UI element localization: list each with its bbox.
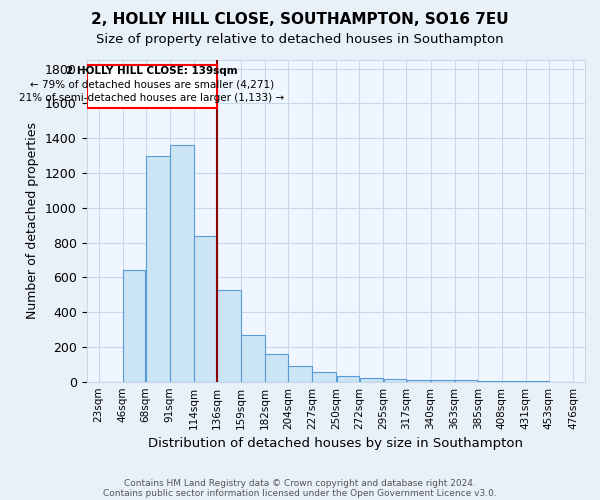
Bar <box>123 270 145 382</box>
Text: Contains public sector information licensed under the Open Government Licence v3: Contains public sector information licen… <box>103 488 497 498</box>
Y-axis label: Number of detached properties: Number of detached properties <box>26 122 40 320</box>
Bar <box>87 65 217 108</box>
Bar <box>217 290 241 382</box>
Bar <box>455 380 478 382</box>
Bar <box>265 354 288 382</box>
Bar <box>289 366 312 382</box>
Bar <box>407 380 430 382</box>
Text: 21% of semi-detached houses are larger (1,133) →: 21% of semi-detached houses are larger (… <box>19 93 284 103</box>
Text: 2, HOLLY HILL CLOSE, SOUTHAMPTON, SO16 7EU: 2, HOLLY HILL CLOSE, SOUTHAMPTON, SO16 7… <box>91 12 509 28</box>
Bar <box>170 145 194 382</box>
Bar <box>478 381 502 382</box>
Bar <box>383 379 406 382</box>
Bar <box>337 376 359 382</box>
Bar <box>359 378 383 382</box>
Bar <box>194 236 217 382</box>
Bar <box>241 334 265 382</box>
Text: Contains HM Land Registry data © Crown copyright and database right 2024.: Contains HM Land Registry data © Crown c… <box>124 478 476 488</box>
Text: Size of property relative to detached houses in Southampton: Size of property relative to detached ho… <box>96 32 504 46</box>
Bar <box>431 380 454 382</box>
Bar <box>313 372 336 382</box>
Bar <box>502 381 526 382</box>
Bar <box>146 156 170 382</box>
Text: ← 79% of detached houses are smaller (4,271): ← 79% of detached houses are smaller (4,… <box>30 80 274 90</box>
Text: 2 HOLLY HILL CLOSE: 139sqm: 2 HOLLY HILL CLOSE: 139sqm <box>66 66 238 76</box>
X-axis label: Distribution of detached houses by size in Southampton: Distribution of detached houses by size … <box>148 437 523 450</box>
